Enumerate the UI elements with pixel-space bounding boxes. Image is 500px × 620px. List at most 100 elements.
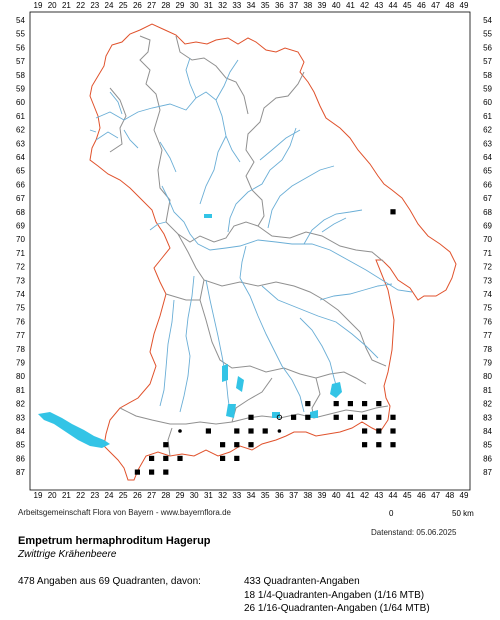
row-label-right-56: 56 bbox=[483, 43, 492, 52]
occurrence-marker bbox=[262, 428, 268, 434]
col-label-bottom-44: 44 bbox=[389, 491, 398, 500]
row-label-right-84: 84 bbox=[483, 427, 492, 436]
row-label-right-70: 70 bbox=[483, 235, 492, 244]
row-label-right-72: 72 bbox=[483, 263, 492, 272]
row-label-left-74: 74 bbox=[16, 290, 25, 299]
occurrence-layer bbox=[134, 209, 396, 475]
occurrence-marker bbox=[277, 429, 282, 433]
col-label-bottom-34: 34 bbox=[247, 491, 256, 500]
col-label-bottom-27: 27 bbox=[147, 491, 156, 500]
row-label-left-83: 83 bbox=[16, 413, 25, 422]
occurrence-marker bbox=[362, 442, 368, 448]
row-label-right-71: 71 bbox=[483, 249, 492, 258]
occurrence-marker bbox=[362, 414, 368, 420]
occurrence-marker bbox=[163, 469, 169, 475]
row-label-right-74: 74 bbox=[483, 290, 492, 299]
occurrence-marker bbox=[390, 428, 396, 434]
row-label-right-77: 77 bbox=[483, 331, 492, 340]
row-label-right-61: 61 bbox=[483, 112, 492, 121]
occurrence-marker bbox=[178, 429, 182, 433]
col-label-top-24: 24 bbox=[105, 1, 114, 10]
occurrence-marker bbox=[220, 455, 226, 461]
occurrence-marker bbox=[362, 401, 368, 407]
col-label-bottom-38: 38 bbox=[303, 491, 312, 500]
col-label-bottom-47: 47 bbox=[431, 491, 440, 500]
col-label-top-30: 30 bbox=[190, 1, 199, 10]
occurrence-marker bbox=[276, 414, 283, 420]
occurrence-marker bbox=[149, 455, 155, 461]
occurrence-marker bbox=[291, 414, 297, 420]
occurrence-marker bbox=[220, 442, 226, 448]
col-label-top-40: 40 bbox=[332, 1, 341, 10]
col-label-bottom-20: 20 bbox=[48, 491, 57, 500]
col-label-top-33: 33 bbox=[232, 1, 241, 10]
occurrence-marker bbox=[163, 455, 169, 461]
col-label-top-35: 35 bbox=[261, 1, 270, 10]
occurrence-marker bbox=[234, 455, 240, 461]
row-label-left-72: 72 bbox=[16, 263, 25, 272]
distribution-map: 19 19 20 20 21 21 22 22 23 23 24 24 25 25 26 26 27 27 28 28… bbox=[16, 1, 493, 500]
col-label-bottom-33: 33 bbox=[232, 491, 241, 500]
occurrence-marker bbox=[333, 401, 339, 407]
occurrence-marker bbox=[333, 414, 339, 420]
grid-labels: 19 19 20 20 21 21 22 22 23 23 24 24 25 25 26 26 27 27 28 28… bbox=[16, 1, 493, 500]
row-label-right-81: 81 bbox=[483, 386, 492, 395]
col-label-top-26: 26 bbox=[133, 1, 142, 10]
col-label-top-41: 41 bbox=[346, 1, 355, 10]
occurrence-marker bbox=[347, 401, 353, 407]
state-border bbox=[89, 23, 457, 481]
col-label-bottom-19: 19 bbox=[34, 491, 43, 500]
rivers bbox=[89, 57, 413, 413]
occurrence-marker bbox=[376, 401, 382, 407]
row-label-right-59: 59 bbox=[483, 85, 492, 94]
row-label-right-65: 65 bbox=[483, 167, 492, 176]
row-label-right-85: 85 bbox=[483, 441, 492, 450]
row-label-left-69: 69 bbox=[16, 222, 25, 231]
col-label-top-34: 34 bbox=[247, 1, 256, 10]
col-label-top-46: 46 bbox=[417, 1, 426, 10]
row-label-left-54: 54 bbox=[16, 16, 25, 25]
col-label-top-29: 29 bbox=[176, 1, 185, 10]
row-label-left-82: 82 bbox=[16, 400, 25, 409]
col-label-bottom-25: 25 bbox=[119, 491, 128, 500]
col-label-top-32: 32 bbox=[218, 1, 227, 10]
col-label-bottom-23: 23 bbox=[90, 491, 99, 500]
col-label-top-21: 21 bbox=[62, 1, 71, 10]
occurrence-marker bbox=[390, 209, 396, 215]
col-label-top-27: 27 bbox=[147, 1, 156, 10]
col-label-top-37: 37 bbox=[289, 1, 298, 10]
occurrence-marker bbox=[305, 401, 311, 407]
occurrence-marker bbox=[376, 414, 382, 420]
col-label-top-47: 47 bbox=[431, 1, 440, 10]
row-label-right-64: 64 bbox=[483, 153, 492, 162]
col-label-bottom-35: 35 bbox=[261, 491, 270, 500]
col-label-bottom-30: 30 bbox=[190, 491, 199, 500]
col-label-bottom-41: 41 bbox=[346, 491, 355, 500]
row-label-right-68: 68 bbox=[483, 208, 492, 217]
row-label-right-63: 63 bbox=[483, 139, 492, 148]
occurrence-marker bbox=[248, 428, 254, 434]
row-label-left-62: 62 bbox=[16, 126, 25, 135]
row-label-left-78: 78 bbox=[16, 345, 25, 354]
occurrence-marker bbox=[248, 442, 254, 448]
occurrence-marker bbox=[376, 428, 382, 434]
col-label-top-49: 49 bbox=[460, 1, 469, 10]
credit-text: Arbeitsgemeinschaft Flora von Bayern - w… bbox=[18, 508, 231, 517]
species-name: Empetrum hermaphroditum Hagerup bbox=[18, 535, 211, 547]
col-label-top-31: 31 bbox=[204, 1, 213, 10]
row-label-left-57: 57 bbox=[16, 57, 25, 66]
col-label-top-45: 45 bbox=[403, 1, 412, 10]
row-label-left-66: 66 bbox=[16, 180, 25, 189]
row-label-left-79: 79 bbox=[16, 359, 25, 368]
row-label-left-87: 87 bbox=[16, 468, 25, 477]
occurrence-marker bbox=[234, 428, 240, 434]
col-label-bottom-24: 24 bbox=[105, 491, 114, 500]
row-label-right-73: 73 bbox=[483, 276, 492, 285]
col-label-bottom-49: 49 bbox=[460, 491, 469, 500]
row-label-left-61: 61 bbox=[16, 112, 25, 121]
row-label-right-76: 76 bbox=[483, 317, 492, 326]
row-label-left-73: 73 bbox=[16, 276, 25, 285]
occurrence-marker bbox=[205, 428, 211, 434]
row-label-left-65: 65 bbox=[16, 167, 25, 176]
row-label-left-68: 68 bbox=[16, 208, 25, 217]
